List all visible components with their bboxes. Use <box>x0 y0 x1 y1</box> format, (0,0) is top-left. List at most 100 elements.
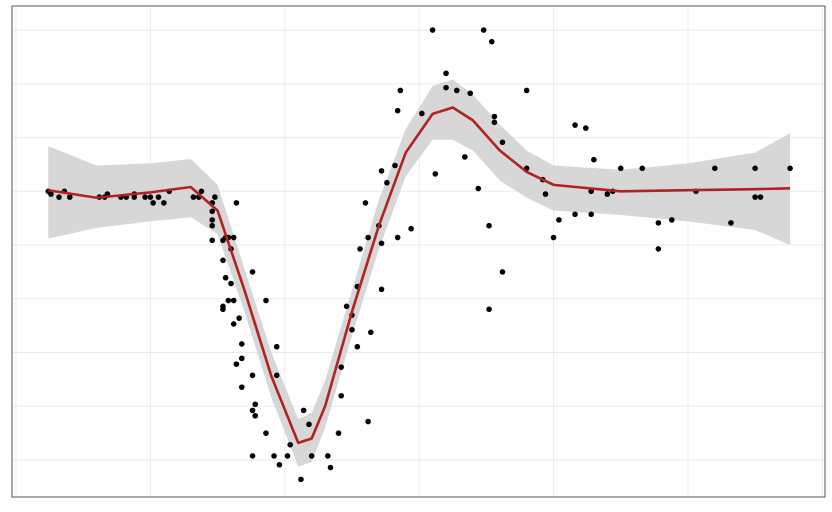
point <box>308 453 315 459</box>
point <box>249 453 256 459</box>
point <box>488 38 495 45</box>
point <box>556 217 562 223</box>
point <box>263 430 269 436</box>
point <box>238 384 245 390</box>
point <box>397 87 404 94</box>
point <box>655 246 662 252</box>
point <box>378 168 385 174</box>
point <box>271 453 277 459</box>
point <box>757 194 764 200</box>
point <box>327 464 334 471</box>
point <box>238 355 245 362</box>
point <box>209 222 216 229</box>
point <box>338 364 345 370</box>
point <box>263 297 269 304</box>
point <box>591 156 597 163</box>
point <box>639 165 646 172</box>
point <box>209 208 216 215</box>
fit-layer <box>48 106 791 445</box>
point <box>365 418 371 425</box>
point <box>542 191 549 197</box>
point <box>335 430 342 436</box>
point <box>276 461 283 468</box>
point <box>66 194 73 200</box>
point <box>378 286 385 293</box>
panel-border <box>11 5 826 498</box>
smooth-line <box>48 106 791 445</box>
point <box>408 225 414 232</box>
point <box>384 179 390 186</box>
point <box>230 234 237 241</box>
point <box>583 125 589 131</box>
point <box>161 200 167 206</box>
point <box>523 87 530 94</box>
point <box>604 191 611 197</box>
point <box>209 237 216 244</box>
point <box>252 412 259 419</box>
point <box>155 194 162 200</box>
point <box>572 122 578 128</box>
point <box>357 246 363 252</box>
point <box>212 194 218 200</box>
point <box>572 211 578 218</box>
point <box>225 297 232 304</box>
point <box>491 113 498 120</box>
point <box>230 321 237 327</box>
point <box>228 280 234 287</box>
point <box>198 188 205 195</box>
point <box>220 306 226 313</box>
point <box>236 315 242 321</box>
point <box>287 441 293 448</box>
point <box>655 220 662 226</box>
point <box>429 27 436 33</box>
point <box>443 84 449 91</box>
point <box>432 171 439 177</box>
point <box>222 274 229 281</box>
point <box>499 139 506 146</box>
point <box>233 361 240 367</box>
point <box>338 392 345 399</box>
point <box>48 191 54 197</box>
point <box>142 194 148 200</box>
point <box>367 329 374 336</box>
point <box>443 70 449 77</box>
point <box>147 194 154 200</box>
point <box>365 234 371 241</box>
point <box>324 453 331 459</box>
point <box>752 165 758 172</box>
point <box>467 90 474 97</box>
point <box>419 110 425 117</box>
point <box>394 107 401 114</box>
point <box>249 407 256 414</box>
point <box>362 200 369 206</box>
confidence-band <box>48 79 791 467</box>
point <box>491 119 498 126</box>
point <box>220 257 226 264</box>
point <box>150 200 156 206</box>
point <box>752 194 758 200</box>
point <box>131 194 138 200</box>
point <box>499 269 506 275</box>
point <box>787 165 793 172</box>
point <box>238 341 245 347</box>
point <box>349 326 355 333</box>
point <box>378 240 385 247</box>
point <box>249 372 256 379</box>
point <box>394 234 401 241</box>
point <box>273 343 280 350</box>
point <box>284 453 291 459</box>
point <box>486 306 492 313</box>
point <box>550 234 557 241</box>
point <box>298 476 304 483</box>
point <box>190 194 197 200</box>
point <box>669 217 675 223</box>
point <box>392 162 398 169</box>
point <box>588 211 594 218</box>
point <box>252 401 259 408</box>
point <box>480 27 487 33</box>
point <box>712 165 718 172</box>
point <box>617 165 624 172</box>
point <box>230 297 237 304</box>
